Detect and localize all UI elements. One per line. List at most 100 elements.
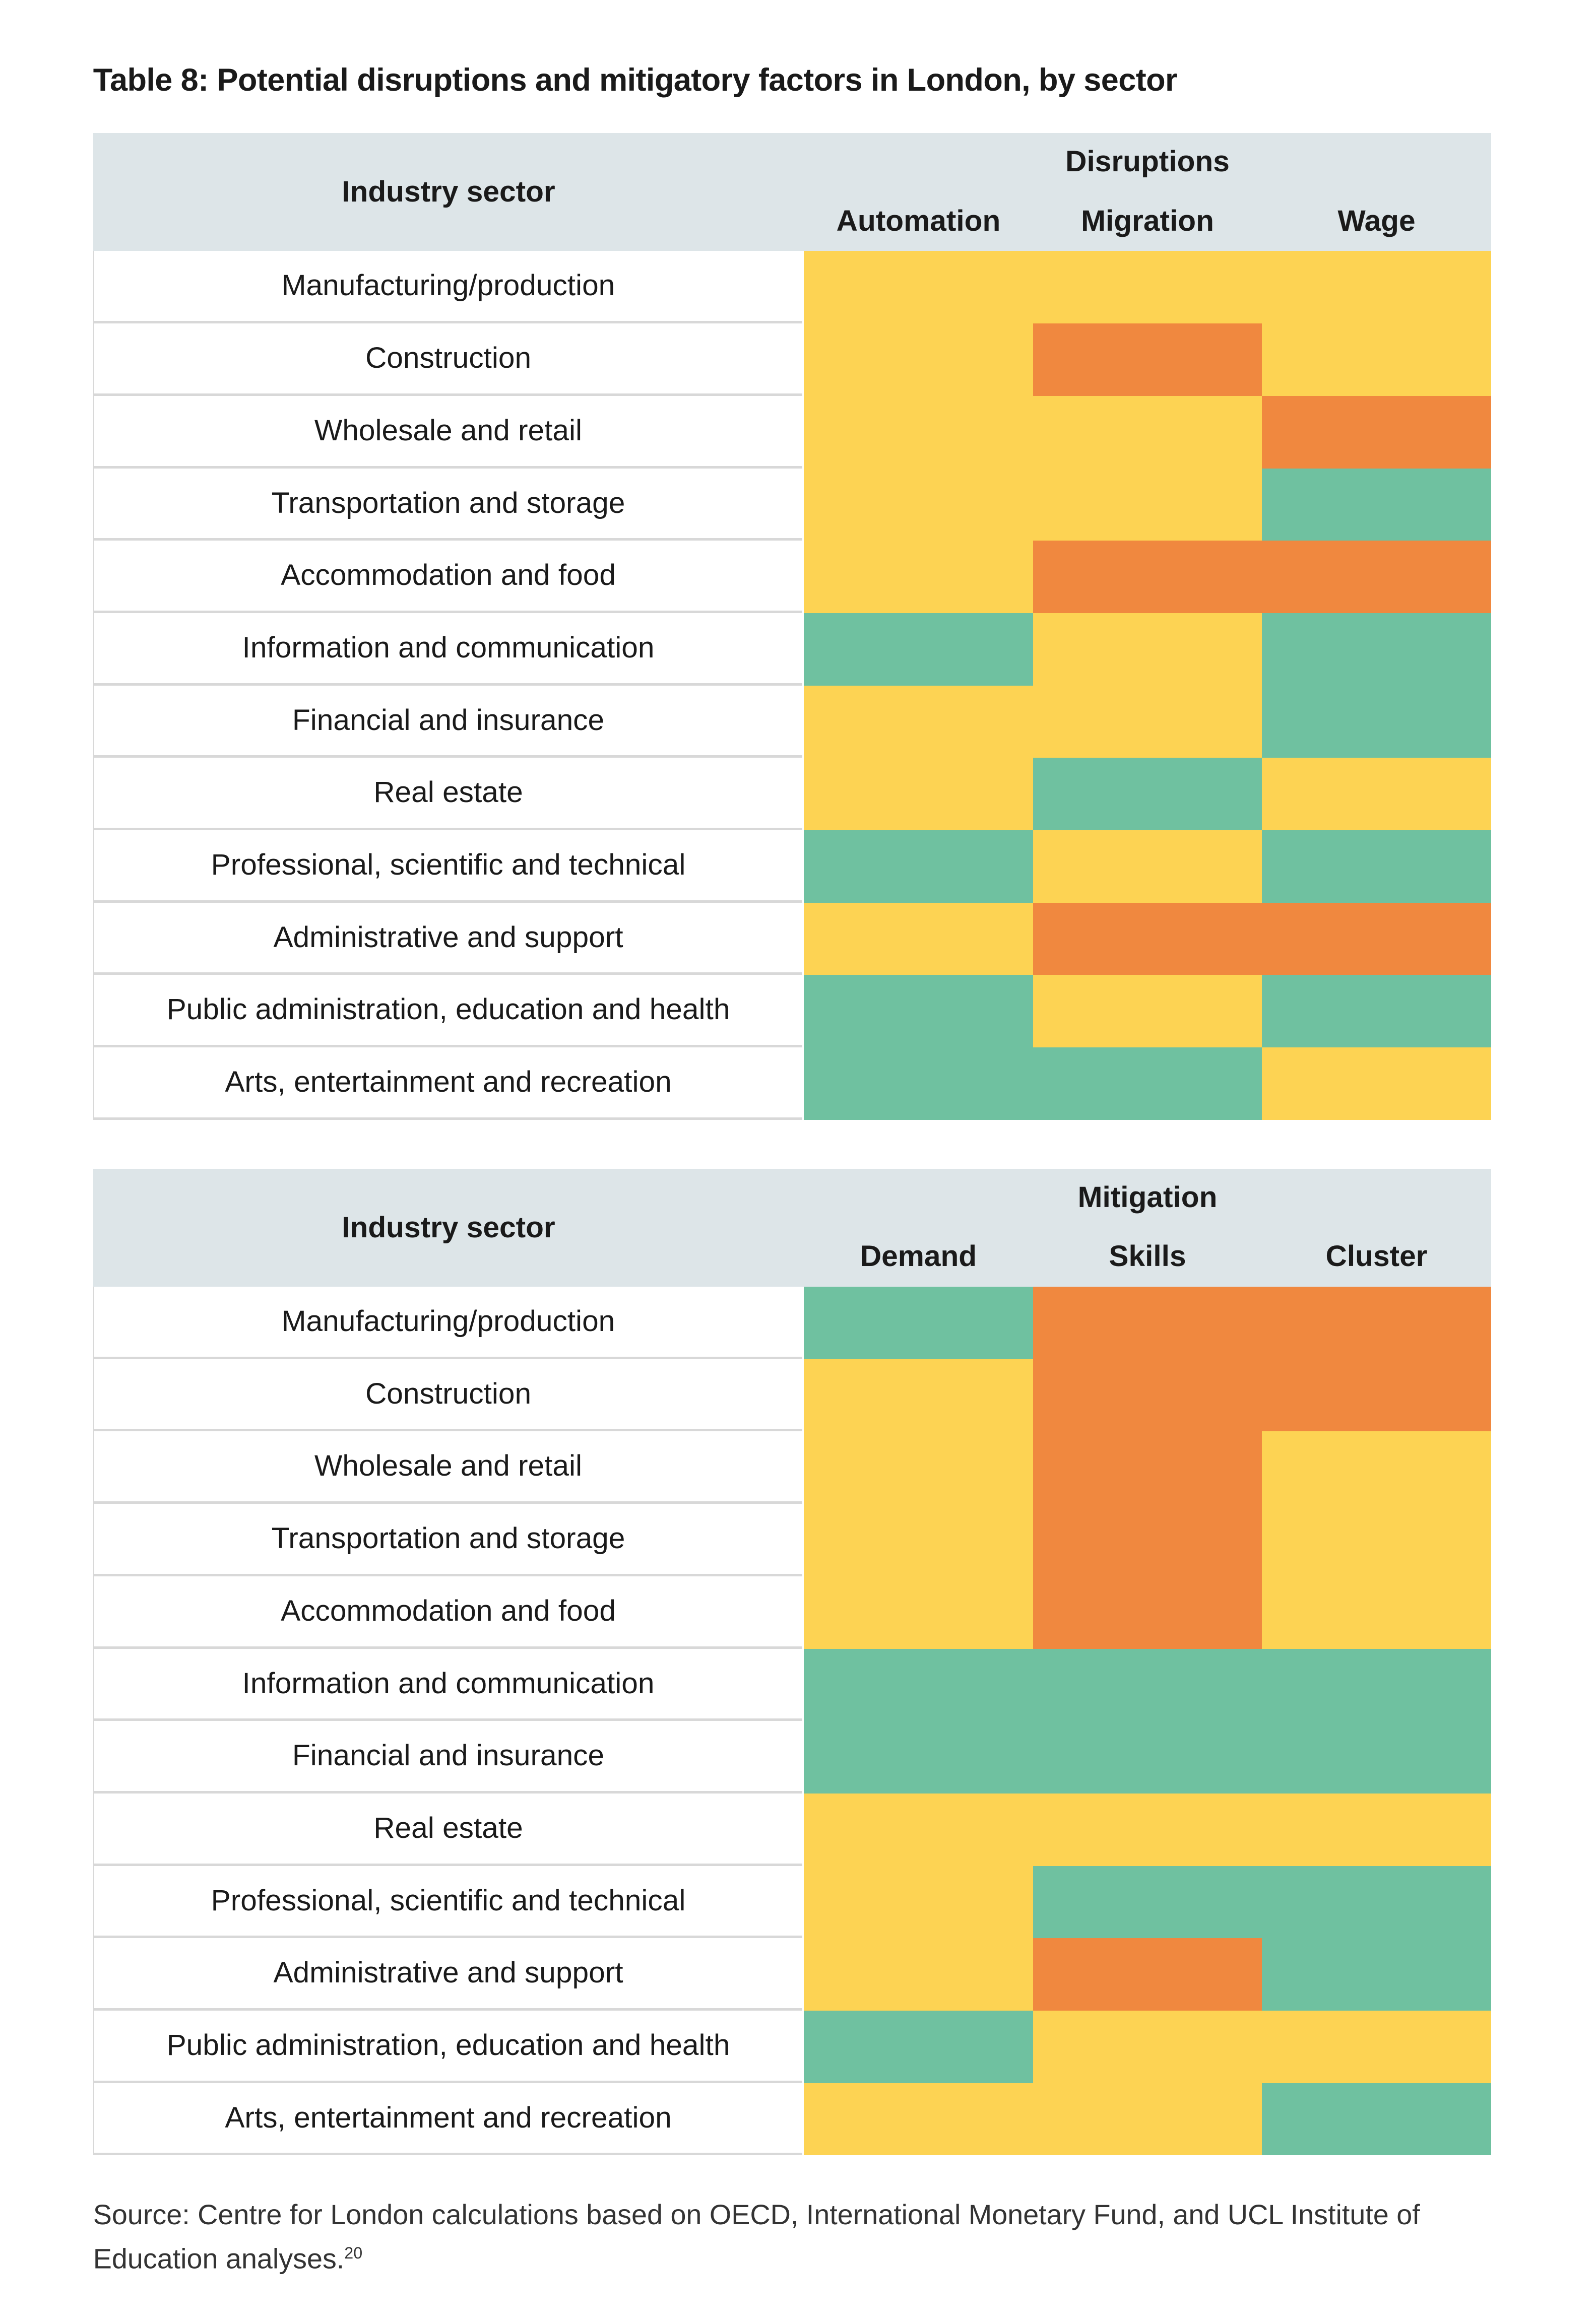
rating-cell-yellow bbox=[1262, 251, 1491, 324]
column-header: Skills bbox=[1109, 1240, 1186, 1273]
rating-cell-yellow bbox=[1033, 2010, 1262, 2083]
rating-cell-yellow bbox=[1262, 758, 1491, 830]
rating-cell-green bbox=[804, 830, 1033, 903]
rating-cell-yellow bbox=[1262, 1504, 1491, 1576]
rating-cell-yellow bbox=[804, 1431, 1033, 1504]
table-row: Arts, entertainment and recreation bbox=[93, 2083, 1491, 2156]
rating-cell-green bbox=[804, 1287, 1033, 1359]
sector-label: Administrative and support bbox=[93, 902, 803, 975]
table-row: Real estate bbox=[93, 758, 1491, 830]
rating-cell-orange bbox=[1033, 902, 1262, 975]
rating-cell-orange bbox=[1262, 541, 1491, 613]
rating-cell-yellow bbox=[804, 902, 1033, 975]
rating-cell-yellow bbox=[1033, 975, 1262, 1048]
table-row: Accommodation and food bbox=[93, 541, 1491, 613]
rating-cell-yellow bbox=[804, 1504, 1033, 1576]
table-row: Professional, scientific and technical bbox=[93, 830, 1491, 903]
table-title: Table 8: Potential disruptions and mitig… bbox=[93, 62, 1178, 98]
sector-label: Accommodation and food bbox=[93, 1576, 803, 1649]
sector-label: Public administration, education and hea… bbox=[93, 2010, 803, 2083]
rating-cell-yellow bbox=[804, 541, 1033, 613]
sector-label: Real estate bbox=[93, 758, 803, 830]
rating-cell-yellow bbox=[1033, 251, 1262, 324]
rating-cell-green bbox=[804, 975, 1033, 1048]
table-row: Information and communication bbox=[93, 613, 1491, 686]
rating-cell-yellow bbox=[1262, 1576, 1491, 1649]
table-row: Administrative and support bbox=[93, 1938, 1491, 2011]
rating-cell-green bbox=[1033, 1721, 1262, 1794]
table-row: Transportation and storage bbox=[93, 468, 1491, 541]
mitigation-table: Industry sector Mitigation Demand Skills Cl… bbox=[93, 1168, 1491, 2156]
sector-label: Transportation and storage bbox=[93, 468, 803, 541]
sector-label: Transportation and storage bbox=[93, 1504, 803, 1576]
rating-cell-green bbox=[1262, 468, 1491, 541]
rating-cell-orange bbox=[1262, 1287, 1491, 1359]
table-row: Wholesale and retail bbox=[93, 395, 1491, 469]
column-header: Cluster bbox=[1325, 1240, 1428, 1273]
sector-header: Industry sector bbox=[342, 1211, 555, 1244]
rating-cell-green bbox=[1262, 1866, 1491, 1939]
rating-cell-yellow bbox=[1262, 323, 1491, 396]
rating-cell-yellow bbox=[804, 1359, 1033, 1432]
rating-cell-green bbox=[1262, 975, 1491, 1048]
sector-label: Professional, scientific and technical bbox=[93, 1866, 803, 1939]
footnote-ref: 20 bbox=[344, 2243, 363, 2262]
sector-label: Manufacturing/production bbox=[93, 251, 803, 324]
sector-label: Professional, scientific and technical bbox=[93, 830, 803, 903]
sector-label: Wholesale and retail bbox=[93, 395, 803, 469]
rating-cell-green bbox=[804, 2010, 1033, 2083]
rating-cell-yellow bbox=[804, 1793, 1033, 1866]
sector-label: Arts, entertainment and recreation bbox=[93, 1047, 803, 1120]
rating-cell-yellow bbox=[1033, 830, 1262, 903]
table-row: Accommodation and food bbox=[93, 1576, 1491, 1649]
rating-cell-green bbox=[804, 1047, 1033, 1120]
sector-label: Financial and insurance bbox=[93, 1721, 803, 1794]
column-header: Wage bbox=[1337, 204, 1416, 237]
sector-label: Construction bbox=[93, 323, 803, 396]
rating-cell-orange bbox=[1033, 541, 1262, 613]
rating-cell-orange bbox=[1033, 1359, 1262, 1432]
table-header: Industry sector Disruptions Automation Mig… bbox=[93, 132, 1491, 251]
rating-cell-green bbox=[1262, 1938, 1491, 2011]
rating-cell-yellow bbox=[804, 1576, 1033, 1649]
source-note: Source: Centre for London calculations b… bbox=[93, 2196, 1482, 2278]
table-row: Public administration, education and hea… bbox=[93, 2010, 1491, 2083]
rating-cell-orange bbox=[1033, 1938, 1262, 2011]
group-header: Mitigation bbox=[1077, 1180, 1218, 1214]
rating-cell-yellow bbox=[804, 323, 1033, 396]
rating-cell-green bbox=[1033, 758, 1262, 830]
rating-cell-green bbox=[1262, 1721, 1491, 1794]
rating-cell-orange bbox=[1033, 1576, 1262, 1649]
sector-label: Financial and insurance bbox=[93, 685, 803, 758]
table-row: Professional, scientific and technical bbox=[93, 1866, 1491, 1939]
rating-cell-orange bbox=[1262, 395, 1491, 469]
table-row: Administrative and support bbox=[93, 902, 1491, 975]
rating-cell-green bbox=[1033, 1047, 1262, 1120]
rating-cell-orange bbox=[1033, 1504, 1262, 1576]
table-header: Industry sector Mitigation Demand Skills Cl… bbox=[93, 1168, 1491, 1287]
sector-label: Accommodation and food bbox=[93, 541, 803, 613]
rating-cell-yellow bbox=[1262, 2010, 1491, 2083]
rating-cell-green bbox=[1262, 830, 1491, 903]
rating-cell-yellow bbox=[804, 251, 1033, 324]
rating-cell-yellow bbox=[1033, 613, 1262, 686]
rating-cell-yellow bbox=[804, 1938, 1033, 2011]
sector-label: Arts, entertainment and recreation bbox=[93, 2083, 803, 2156]
rating-cell-yellow bbox=[804, 685, 1033, 758]
rating-cell-yellow bbox=[804, 468, 1033, 541]
rating-cell-yellow bbox=[1033, 468, 1262, 541]
sector-label: Public administration, education and hea… bbox=[93, 975, 803, 1048]
rating-cell-yellow bbox=[1033, 1793, 1262, 1866]
rating-cell-yellow bbox=[1033, 2083, 1262, 2156]
table-row: Financial and insurance bbox=[93, 685, 1491, 758]
column-header: Demand bbox=[860, 1240, 977, 1273]
group-header: Disruptions bbox=[1065, 145, 1230, 178]
table-row: Financial and insurance bbox=[93, 1721, 1491, 1794]
table-row: Information and communication bbox=[93, 1648, 1491, 1721]
rating-cell-yellow bbox=[804, 395, 1033, 469]
sector-label: Real estate bbox=[93, 1793, 803, 1866]
table-row: Wholesale and retail bbox=[93, 1431, 1491, 1504]
rating-cell-orange bbox=[1033, 323, 1262, 396]
rating-cell-green bbox=[804, 613, 1033, 686]
